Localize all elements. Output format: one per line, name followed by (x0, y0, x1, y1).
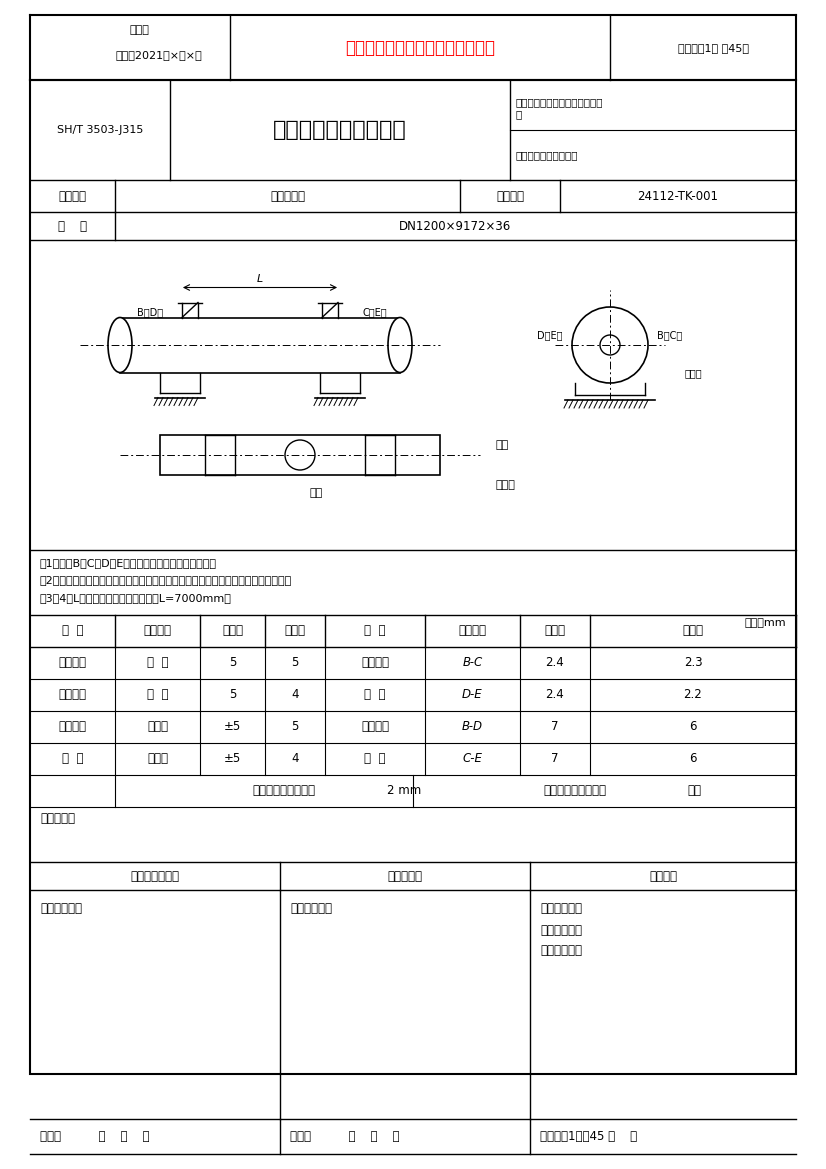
Text: B-C: B-C (463, 657, 482, 670)
Text: 5: 5 (292, 720, 299, 733)
Text: 5: 5 (229, 657, 236, 670)
Ellipse shape (108, 318, 132, 373)
Bar (30, 79, 796, 1074)
Text: 注2：设备安装标高测量值为设备基础上的标高基准线到设备支座底板下表面的距离。: 注2：设备安装标高测量值为设备基础上的标高基准线到设备支座底板下表面的距离。 (40, 575, 292, 584)
Text: L: L (257, 275, 263, 284)
Text: 日期：          年    月    日: 日期： 年 月 日 (290, 1130, 400, 1143)
Text: 6: 6 (689, 753, 697, 766)
Text: 24112-TK-001: 24112-TK-001 (638, 189, 719, 202)
Text: 2.3: 2.3 (684, 657, 702, 670)
Ellipse shape (388, 318, 412, 373)
Text: 固定端: 固定端 (147, 753, 168, 766)
Text: B（D）: B（D） (137, 307, 163, 318)
Bar (120, 318, 400, 373)
Text: 螺母松开和锁紧情况: 螺母松开和锁紧情况 (543, 784, 606, 797)
Text: C（E）: C（E） (363, 307, 387, 318)
Text: B-D: B-D (462, 720, 483, 733)
Text: 书山有路勤为径，学海无涯苦作舟: 书山有路勤为径，学海无涯苦作舟 (345, 39, 495, 57)
Text: 实测值: 实测值 (284, 624, 306, 637)
Text: 质量检查员：: 质量检查员： (540, 924, 582, 936)
Text: 单元名称：动设备安装: 单元名称：动设备安装 (515, 150, 577, 160)
Text: 锁紧: 锁紧 (687, 784, 701, 797)
Text: 6: 6 (689, 720, 697, 733)
Text: 日期：第1页共45 月    日: 日期：第1页共45 月 日 (540, 1130, 637, 1143)
Text: 2.4: 2.4 (546, 689, 564, 701)
Text: 总承包单位: 总承包单位 (387, 870, 423, 883)
Text: D（E）: D（E） (537, 330, 563, 340)
Text: SH/T 3503-J315: SH/T 3503-J315 (57, 125, 143, 134)
Text: 编号：: 编号： (130, 25, 150, 35)
Text: 页码：第1页 共45页: 页码：第1页 共45页 (677, 43, 748, 53)
Text: 纵  向: 纵 向 (147, 657, 169, 670)
Text: ±5: ±5 (224, 720, 241, 733)
Circle shape (572, 307, 648, 383)
Text: 专业工程师：: 专业工程师： (290, 901, 332, 914)
Text: 时间：2021年×月×日: 时间：2021年×月×日 (115, 50, 202, 60)
Text: 日期：          年    月    日: 日期： 年 月 日 (40, 1130, 150, 1143)
Text: 设备名称: 设备名称 (59, 189, 87, 202)
Text: 测量部位: 测量部位 (144, 624, 172, 637)
Text: 施工单位: 施工单位 (649, 870, 677, 883)
Text: 项  目: 项 目 (62, 624, 83, 637)
Text: B（C）: B（C） (657, 330, 682, 340)
Text: 偏  差: 偏 差 (62, 753, 83, 766)
Text: 滑动端支座滑动裕量: 滑动端支座滑动裕量 (253, 784, 316, 797)
Text: ±5: ±5 (224, 753, 241, 766)
Text: 横  向: 横 向 (147, 689, 169, 701)
Text: C-E: C-E (463, 753, 482, 766)
Text: DN1200×9172×36: DN1200×9172×36 (400, 220, 511, 233)
Text: 5: 5 (292, 657, 299, 670)
Text: 基准线: 基准线 (685, 368, 703, 378)
Text: 专业工程师：: 专业工程师： (540, 901, 582, 914)
Text: 纵向水平: 纵向水平 (361, 657, 389, 670)
Text: 2.2: 2.2 (684, 689, 702, 701)
Text: 偏  差: 偏 差 (364, 689, 386, 701)
Text: 单位：mm: 单位：mm (744, 618, 786, 628)
Text: 5: 5 (229, 689, 236, 701)
Text: 测量部位: 测量部位 (458, 624, 487, 637)
Text: 高压分气缸: 高压分气缸 (270, 189, 305, 202)
Text: 4: 4 (292, 753, 299, 766)
Text: 偏  差: 偏 差 (364, 753, 386, 766)
Text: 注1：图中B、C、D、E为设备筒体水平度测量基准点。: 注1：图中B、C、D、E为设备筒体水平度测量基准点。 (40, 558, 217, 568)
Text: 允许值: 允许值 (222, 624, 243, 637)
Text: 横向水平: 横向水平 (361, 720, 389, 733)
Text: 7: 7 (551, 753, 558, 766)
Text: 2 mm: 2 mm (387, 784, 421, 797)
Text: 建设／监理单位: 建设／监理单位 (131, 870, 179, 883)
Text: 设备位号: 设备位号 (496, 189, 524, 202)
Text: 固定端: 固定端 (495, 480, 515, 490)
Text: 滑动端: 滑动端 (147, 720, 168, 733)
Text: 项  目: 项 目 (364, 624, 386, 637)
Text: 注3：4：L为两端测量点间的距离，取L=7000mm。: 注3：4：L为两端测量点间的距离，取L=7000mm。 (40, 593, 232, 603)
Text: 专业工程师：: 专业工程师： (40, 901, 82, 914)
Text: 施工班组长：: 施工班组长： (540, 943, 582, 956)
Bar (160, 435, 440, 475)
Text: 允许值: 允许值 (544, 624, 566, 637)
Circle shape (285, 440, 315, 470)
Text: 2.4: 2.4 (546, 657, 564, 670)
Text: D-E: D-E (463, 689, 483, 701)
Text: 工程名称：武汉乙烯工程热电联
产: 工程名称：武汉乙烯工程热电联 产 (515, 97, 602, 119)
Circle shape (600, 336, 620, 355)
Text: 支座中心: 支座中心 (59, 657, 87, 670)
Text: 位置偏差: 位置偏差 (59, 689, 87, 701)
Text: 支座标高: 支座标高 (59, 720, 87, 733)
Text: 卧式设备安装检验记录: 卧式设备安装检验记录 (273, 120, 407, 140)
Text: 4: 4 (292, 689, 299, 701)
Text: 规    格: 规 格 (58, 220, 87, 233)
Text: 纵向: 纵向 (495, 440, 508, 450)
Text: 7: 7 (551, 720, 558, 733)
Text: 横向: 横向 (310, 487, 323, 498)
Text: 实测值: 实测值 (682, 624, 704, 637)
Text: 检验结论：: 检验结论： (40, 812, 75, 825)
